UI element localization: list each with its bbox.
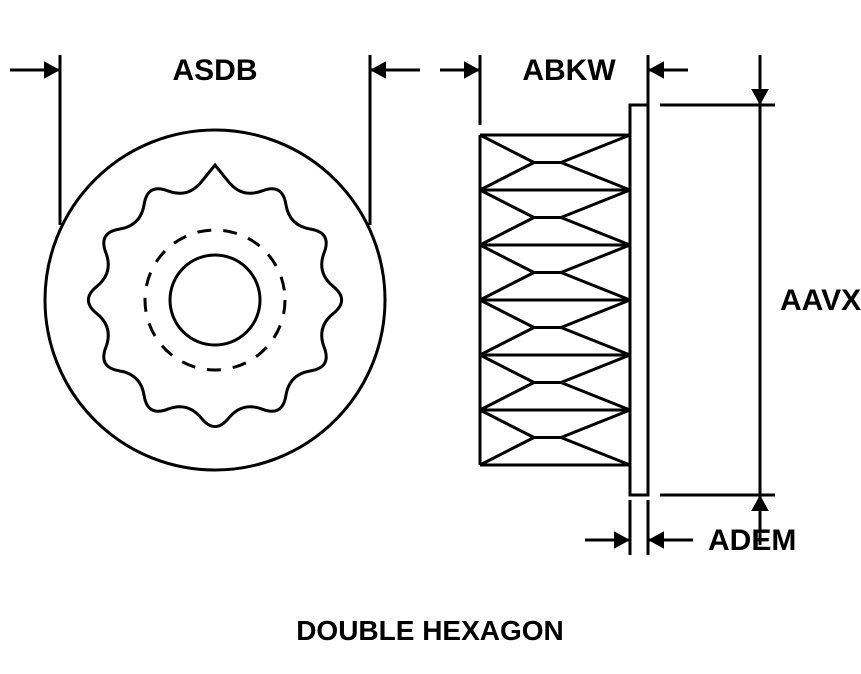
technical-drawing: ASDB ABKW AAVX ADEM DOUBLE HEXAGON xyxy=(0,0,861,674)
dim-label-abkw: ABKW xyxy=(522,54,616,87)
dimension-lines: ASDB ABKW AAVX ADEM xyxy=(10,54,861,557)
front-view xyxy=(45,130,385,470)
dim-label-aavx: AAVX xyxy=(780,284,861,317)
dim-label-asdb: ASDB xyxy=(172,54,257,87)
dim-label-adem: ADEM xyxy=(708,524,796,557)
side-view xyxy=(480,105,648,495)
title-label: DOUBLE HEXAGON xyxy=(296,615,564,646)
